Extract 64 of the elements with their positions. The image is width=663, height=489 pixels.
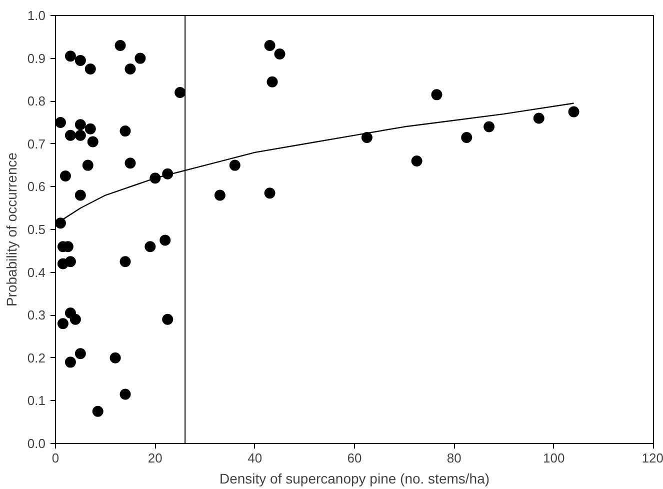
- y-tick-label: 0.2: [27, 350, 46, 366]
- point: [70, 314, 81, 325]
- y-tick-label: 0.4: [27, 264, 46, 280]
- point: [266, 76, 278, 88]
- point: [64, 356, 76, 368]
- point: [533, 112, 544, 124]
- x-tick-label: 100: [542, 450, 565, 466]
- point: [568, 106, 580, 118]
- point: [56, 117, 66, 128]
- point: [461, 132, 472, 143]
- point: [160, 234, 171, 246]
- y-tick-label: 0.8: [27, 94, 46, 109]
- point: [120, 256, 131, 268]
- point: [144, 241, 156, 252]
- y-tick-label: 1.0: [27, 8, 46, 23]
- x-tick-label: 40: [248, 450, 262, 466]
- point: [74, 119, 86, 130]
- y-tick-label: 0.7: [27, 136, 46, 152]
- point: [84, 64, 96, 74]
- point: [64, 256, 76, 268]
- point: [120, 126, 131, 137]
- point: [124, 64, 136, 74]
- point: [229, 160, 240, 171]
- point: [84, 123, 96, 134]
- point: [64, 130, 76, 141]
- x-tick-label: 0: [52, 450, 60, 466]
- point: [134, 52, 146, 64]
- point: [361, 132, 372, 143]
- point: [274, 48, 286, 60]
- x-tick-label: 120: [642, 450, 663, 466]
- point: [87, 136, 98, 148]
- x-tick-label: 60: [347, 450, 362, 466]
- point: [74, 348, 86, 360]
- point: [92, 406, 104, 417]
- y-tick-label: 0.5: [27, 222, 46, 237]
- point: [64, 50, 76, 62]
- y-tick-label: 0.6: [27, 179, 46, 194]
- x-tick-label: 20: [148, 450, 162, 466]
- point: [74, 190, 86, 201]
- point: [74, 54, 86, 66]
- point: [57, 318, 68, 330]
- point: [162, 314, 174, 325]
- point: [174, 87, 186, 98]
- point: [264, 188, 276, 199]
- point: [56, 218, 66, 229]
- point: [411, 156, 422, 167]
- x-tick-label: 80: [446, 450, 462, 466]
- point: [124, 158, 136, 169]
- point: [60, 170, 71, 182]
- y-tick-label: 0.1: [27, 393, 46, 408]
- y-tick-label: 0.9: [27, 50, 46, 66]
- point: [431, 89, 442, 100]
- point: [74, 130, 86, 141]
- point: [214, 190, 226, 201]
- point: [82, 160, 94, 171]
- point: [120, 388, 131, 400]
- point: [484, 121, 495, 132]
- y-tick-label: 0.3: [27, 308, 46, 323]
- point: [110, 352, 121, 364]
- point: [264, 40, 276, 51]
- x-axis-title: Density of supercanopy pine (no. stems/ha): [219, 470, 490, 486]
- point: [114, 40, 126, 51]
- y-tick-label: 0.0: [27, 436, 46, 451]
- y-axis-title: Probability of occurrence: [3, 152, 20, 307]
